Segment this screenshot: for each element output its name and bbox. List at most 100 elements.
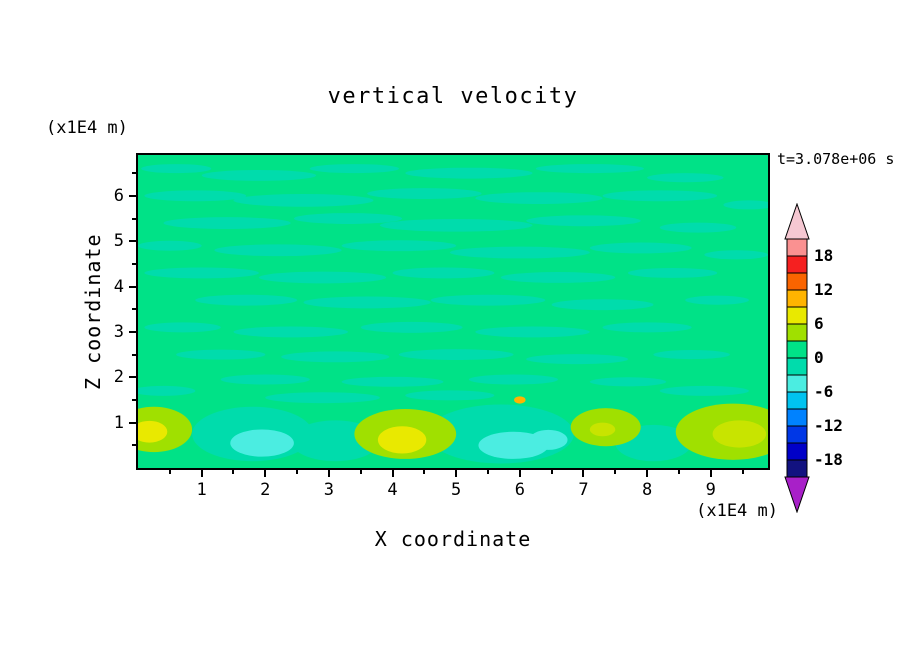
colorbar-scale bbox=[784, 203, 810, 513]
y-tick-label: 4 bbox=[113, 276, 124, 297]
contour-blob bbox=[138, 420, 168, 443]
streak-contour bbox=[144, 190, 247, 202]
streak-contour bbox=[405, 167, 533, 179]
colorbar-band bbox=[786, 442, 808, 461]
colorbar-tick-label: 18 bbox=[814, 246, 834, 265]
contour-blob bbox=[230, 429, 294, 457]
colorbar-tick-label: -6 bbox=[814, 382, 834, 401]
streak-contour bbox=[265, 392, 380, 404]
streak-contour bbox=[176, 349, 266, 360]
x-major-tick bbox=[264, 470, 267, 477]
y-minor-tick bbox=[132, 262, 136, 265]
streak-contour bbox=[195, 294, 298, 306]
contour-blob bbox=[529, 429, 568, 450]
y-major-tick bbox=[129, 240, 136, 243]
y-axis-units: (x1E4 m) bbox=[46, 118, 128, 138]
streak-contour bbox=[526, 354, 628, 365]
streak-contour bbox=[138, 385, 196, 396]
colorbar-above-arrow bbox=[784, 203, 810, 240]
plot-title: vertical velocity bbox=[327, 84, 579, 109]
streak-contour bbox=[220, 374, 310, 385]
time-annotation: t=3.078e+06 s bbox=[777, 150, 895, 168]
colorbar-band bbox=[786, 459, 808, 478]
colorbar-tick-label: -18 bbox=[814, 450, 843, 469]
streak-contour bbox=[589, 242, 692, 254]
streak-contour bbox=[367, 188, 482, 200]
colorbar-band bbox=[786, 272, 808, 291]
streak-contour bbox=[475, 192, 603, 204]
streak-contour bbox=[201, 169, 317, 181]
x-tick-label: 5 bbox=[451, 480, 462, 500]
streak-contour bbox=[379, 218, 533, 232]
streak-contour bbox=[309, 164, 399, 174]
streak-contour bbox=[659, 222, 737, 233]
x-minor-tick bbox=[168, 470, 171, 474]
streak-contour bbox=[398, 349, 514, 361]
streak-contour bbox=[341, 240, 457, 252]
streak-contour bbox=[258, 271, 387, 284]
x-major-tick bbox=[391, 470, 394, 477]
streak-contour bbox=[468, 374, 558, 385]
x-tick-label: 4 bbox=[387, 480, 398, 500]
x-axis-label: X coordinate bbox=[374, 527, 532, 551]
colorbar-band bbox=[786, 391, 808, 410]
streak-contour bbox=[535, 164, 644, 174]
streak-contour bbox=[163, 217, 291, 229]
streak-contour bbox=[405, 390, 495, 401]
colorbar-tick-label: -12 bbox=[814, 416, 843, 435]
streak-contour bbox=[602, 322, 692, 333]
x-tick-label: 7 bbox=[578, 480, 589, 500]
streak-contour bbox=[341, 376, 444, 387]
contour-blob bbox=[712, 420, 767, 448]
colorbar-tick-label: 0 bbox=[814, 348, 824, 367]
x-major-tick bbox=[200, 470, 203, 477]
colorbar: 18 12 6 0 -6 -12 -18 bbox=[782, 203, 872, 513]
streak-contour bbox=[723, 200, 768, 210]
x-major-tick bbox=[709, 470, 712, 477]
colorbar-band bbox=[786, 340, 808, 359]
x-major-tick bbox=[455, 470, 458, 477]
y-minor-tick bbox=[132, 398, 136, 401]
y-tick-label: 3 bbox=[113, 321, 124, 342]
x-major-tick bbox=[327, 470, 330, 477]
streak-contour bbox=[144, 322, 221, 333]
colorbar-band bbox=[786, 357, 808, 376]
y-major-tick bbox=[129, 376, 136, 379]
y-major-tick bbox=[129, 194, 136, 197]
streak-contour bbox=[138, 240, 202, 251]
streak-contour bbox=[430, 294, 546, 306]
y-major-tick bbox=[129, 330, 136, 333]
colorbar-band bbox=[786, 289, 808, 308]
streak-contour bbox=[602, 190, 718, 202]
y-tick-label: 1 bbox=[113, 412, 124, 433]
x-minor-tick bbox=[487, 470, 489, 474]
streak-contour bbox=[526, 215, 641, 227]
x-minor-tick bbox=[677, 470, 680, 474]
x-tick-label: 8 bbox=[641, 480, 653, 500]
y-tick-label: 2 bbox=[113, 367, 124, 388]
contour-blob bbox=[589, 422, 616, 437]
contour-field bbox=[138, 155, 768, 468]
y-tick-label: 6 bbox=[113, 185, 124, 206]
y-minor-tick bbox=[132, 172, 136, 175]
streak-contour bbox=[233, 194, 374, 207]
contour-blob bbox=[377, 426, 427, 454]
contour-blob bbox=[514, 396, 526, 404]
streak-contour bbox=[685, 295, 749, 305]
y-minor-tick bbox=[132, 444, 136, 447]
streak-contour bbox=[449, 246, 590, 259]
streak-contour bbox=[141, 164, 212, 174]
streak-contour bbox=[475, 326, 590, 338]
colorbar-tick-label: 6 bbox=[814, 314, 824, 333]
y-tick-label: 5 bbox=[113, 231, 124, 252]
y-major-tick bbox=[129, 421, 136, 424]
streak-contour bbox=[144, 267, 259, 279]
colorbar-band bbox=[786, 374, 808, 393]
colorbar-band bbox=[786, 408, 808, 427]
x-axis-units: (x1E4 m) bbox=[696, 501, 778, 521]
x-minor-tick bbox=[741, 470, 744, 474]
colorbar-band bbox=[786, 306, 808, 325]
y-minor-tick bbox=[132, 308, 136, 311]
streak-contour bbox=[589, 377, 667, 387]
